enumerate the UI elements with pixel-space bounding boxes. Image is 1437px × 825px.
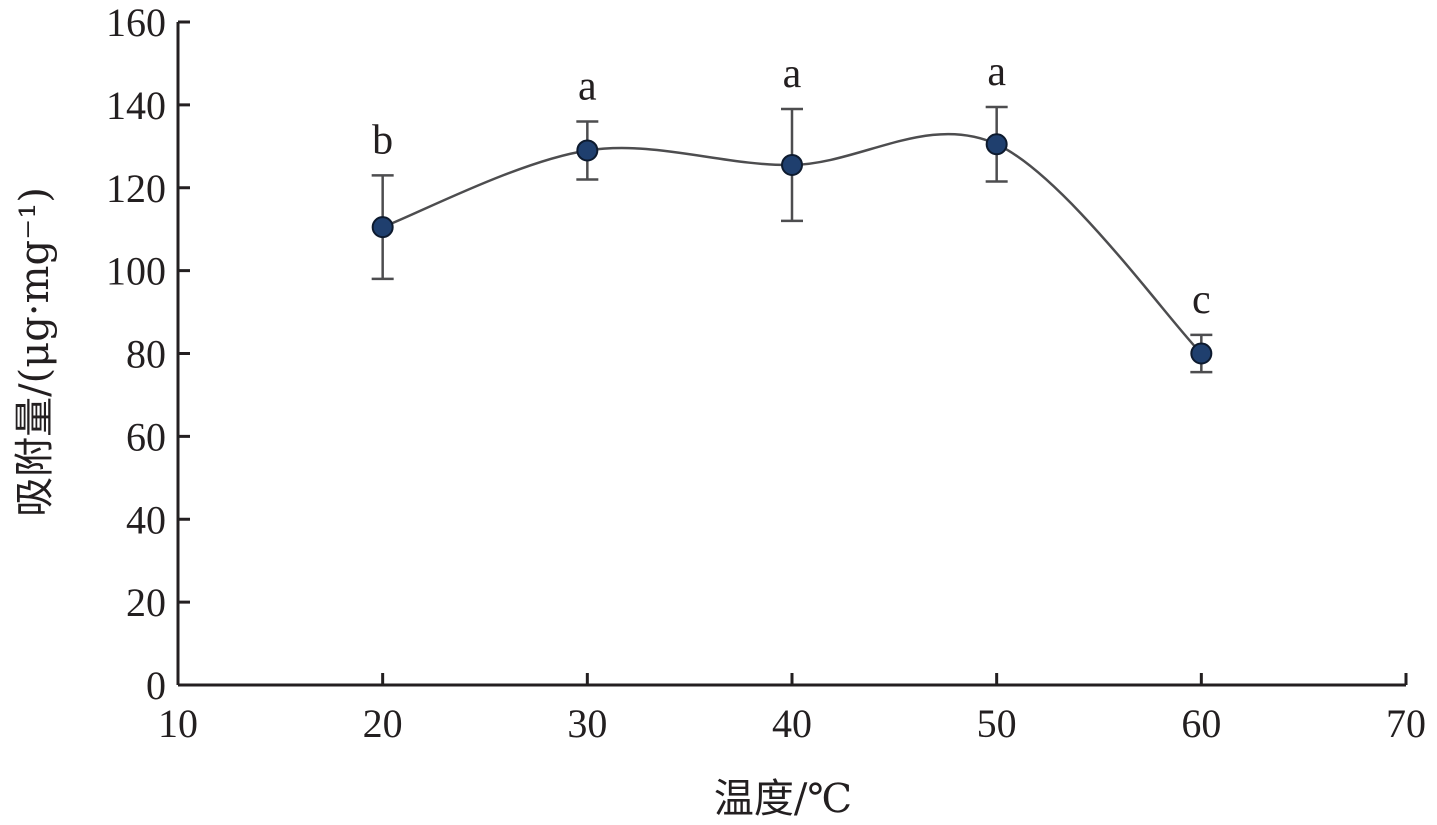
- x-ticks: 10 20 30 40 50 60 70: [158, 673, 1426, 746]
- y-tick-label: 40: [126, 497, 166, 542]
- data-points: [371, 133, 1213, 365]
- x-tick-label: 50: [977, 701, 1017, 746]
- data-point: [576, 139, 599, 162]
- x-tick-label: 60: [1181, 701, 1221, 746]
- significance-label: a: [578, 63, 597, 109]
- y-tick-label: 140: [106, 83, 166, 128]
- x-tick-label: 70: [1386, 701, 1426, 746]
- data-point: [371, 216, 394, 239]
- data-point: [781, 153, 803, 176]
- significance-label: b: [372, 117, 393, 163]
- y-ticks: 0 20 40 60 80 100 120 140 160: [106, 0, 190, 708]
- y-tick-label: 20: [126, 580, 166, 625]
- y-tick-label: 100: [106, 249, 166, 294]
- significance-label: c: [1192, 277, 1211, 323]
- significance-label: a: [783, 51, 802, 97]
- x-tick-label: 30: [567, 701, 607, 746]
- series-line: [382, 132, 1203, 355]
- y-tick-label: 0: [146, 663, 166, 708]
- significance-labels: b a a a c: [372, 49, 1210, 323]
- y-tick-label: 120: [106, 166, 166, 211]
- x-tick-label: 40: [772, 701, 812, 746]
- y-tick-label: 80: [126, 332, 166, 377]
- data-point: [1190, 342, 1213, 365]
- y-tick-label: 160: [106, 0, 166, 45]
- significance-label: a: [987, 49, 1006, 95]
- y-axis-title: 吸附量/(μg·mg⁻¹): [12, 187, 58, 517]
- data-point: [985, 133, 1008, 156]
- x-axis-title: 温度/℃: [714, 776, 852, 822]
- x-tick-label: 20: [363, 701, 403, 746]
- x-tick-label: 10: [158, 701, 198, 746]
- error-bars: [371, 105, 1213, 374]
- y-tick-label: 60: [126, 414, 166, 459]
